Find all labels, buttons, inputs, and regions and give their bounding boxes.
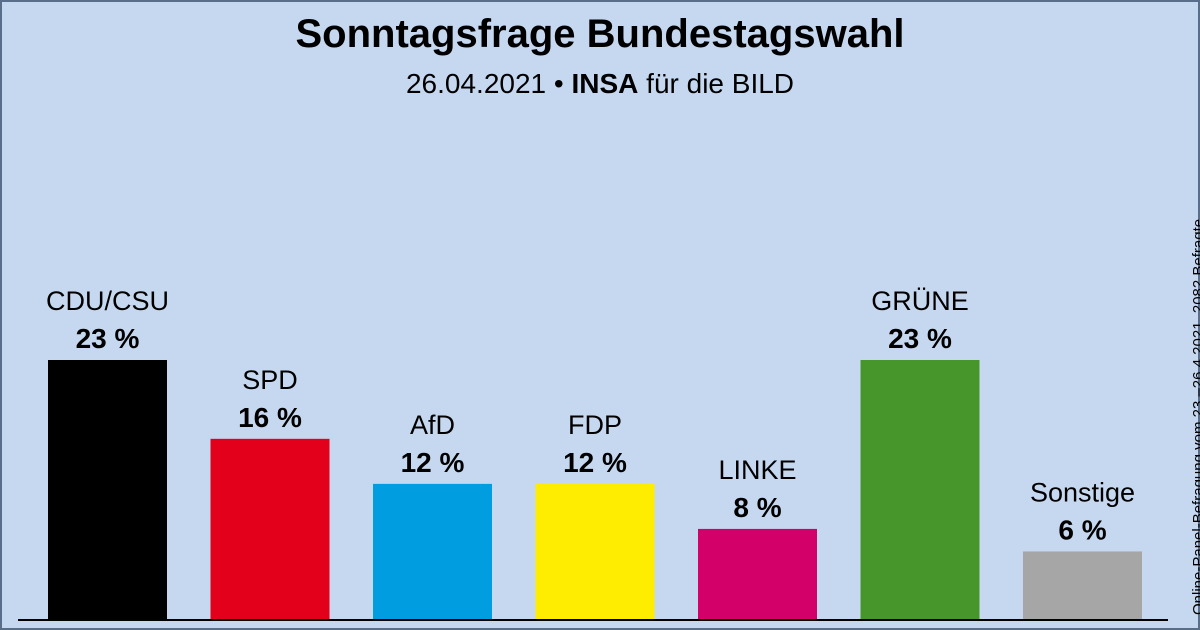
bar-sonstige (1023, 551, 1142, 619)
bar-category-label: FDP (568, 410, 622, 440)
bar-value-label: 8 % (733, 492, 781, 523)
bar-category-label: LINKE (718, 455, 796, 485)
bar-grüne (860, 360, 980, 619)
bar-category-label: Sonstige (1030, 477, 1135, 507)
bar-category-label: SPD (242, 365, 298, 395)
bar-category-label: AfD (410, 410, 455, 440)
bar-fdp (535, 483, 655, 619)
bar-value-label: 23 % (888, 323, 952, 354)
bar-linke (698, 528, 817, 619)
bar-spd (210, 438, 330, 619)
bar-afd (373, 483, 492, 619)
poll-institute: INSA (571, 68, 639, 99)
poll-date: 26.04.2021 (405, 68, 547, 99)
bar-cdu-csu (48, 360, 167, 619)
bar-category-label: CDU/CSU (46, 286, 169, 316)
bar-value-label: 16 % (238, 402, 302, 433)
chart-title: Sonntagsfrage Bundestagswahl (295, 12, 905, 56)
poll-client: für die BILD (646, 68, 795, 99)
bar-value-label: 12 % (401, 447, 465, 478)
bar-value-label: 12 % (563, 447, 627, 478)
bar-value-label: 6 % (1058, 514, 1106, 545)
bar-category-label: GRÜNE (871, 286, 969, 316)
methodology-note: Online-Panel-Befragung vom 23.–26.4.2021… (1190, 218, 1200, 615)
subtitle-separator: • (553, 68, 564, 99)
chart-subtitle: 26.04.2021 • INSA für die BILD (0, 68, 1200, 100)
bar-value-label: 23 % (76, 323, 140, 354)
